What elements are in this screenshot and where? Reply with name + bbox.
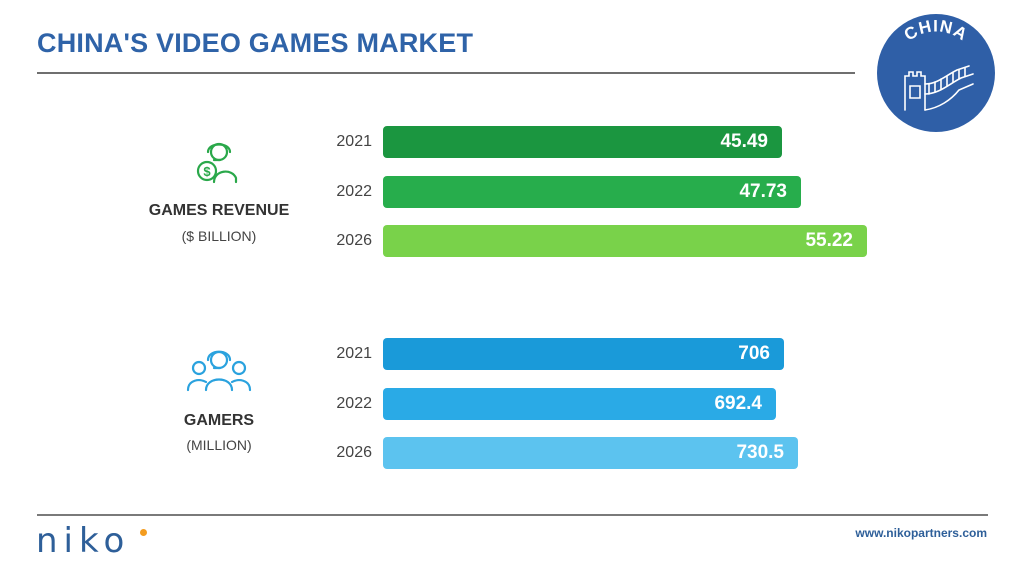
- bar-value-label: 706: [738, 343, 770, 364]
- gamers-section-unit: (MILLION): [186, 437, 252, 453]
- revenue-bar: 45.49: [383, 126, 782, 158]
- bar-value-label: 55.22: [805, 230, 853, 251]
- bar-value-label: 730.5: [736, 442, 784, 463]
- badge-text: CHINA: [901, 17, 970, 45]
- title-divider: [37, 72, 855, 74]
- year-label: 2021: [336, 345, 372, 362]
- revenue-section-unit: ($ BILLION): [181, 228, 257, 244]
- year-label: 2022: [336, 395, 372, 412]
- revenue-bar: 47.73: [383, 176, 801, 208]
- page-title: CHINA'S VIDEO GAMES MARKET: [37, 28, 474, 58]
- bar-value-label: 47.73: [739, 181, 787, 202]
- niko-logo: niko: [36, 521, 131, 561]
- revenue-bar: 55.22: [383, 225, 867, 257]
- year-label: 2022: [336, 183, 372, 200]
- bar-value-label: 692.4: [714, 393, 762, 414]
- china-badge: CHINA: [877, 14, 995, 132]
- gamers-bar: 730.5: [383, 437, 798, 469]
- year-label: 2026: [336, 444, 372, 461]
- year-label: 2026: [336, 232, 372, 249]
- gamers-bar: 706: [383, 338, 784, 370]
- year-label: 2021: [336, 133, 372, 150]
- revenue-person-dollar-icon: $: [196, 142, 238, 184]
- logo-dot: [140, 529, 147, 536]
- svg-text:$: $: [203, 164, 211, 179]
- great-wall-icon: CHINA: [901, 17, 974, 111]
- gamers-bar: 692.4: [383, 388, 776, 420]
- svg-text:CHINA: CHINA: [901, 17, 971, 45]
- gamers-group-headset-icon: [186, 350, 252, 392]
- gamers-section-label: GAMERS: [183, 412, 255, 429]
- bar-value-label: 45.49: [720, 131, 768, 152]
- footer-divider: [37, 514, 988, 516]
- revenue-section-label: GAMES REVENUE: [148, 202, 290, 219]
- website-link[interactable]: www.nikopartners.com: [855, 526, 987, 540]
